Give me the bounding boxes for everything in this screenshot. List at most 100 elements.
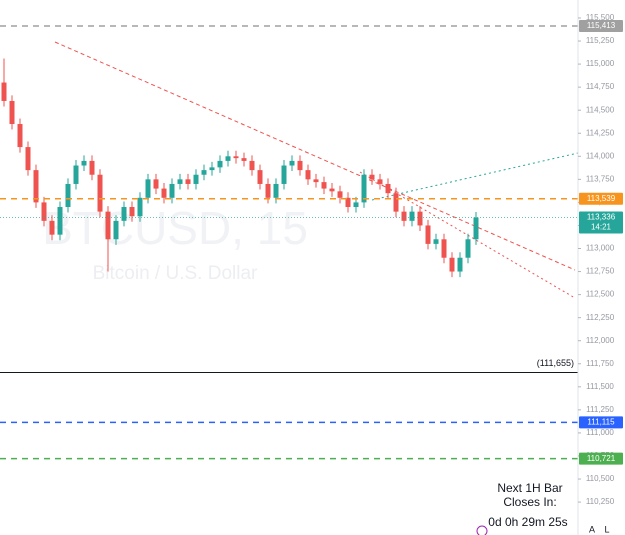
candle-body	[105, 211, 111, 240]
price-label: 110,721	[587, 454, 616, 463]
y-tick-label: 112,750	[586, 267, 615, 276]
candle-body	[49, 220, 55, 235]
candle-body	[233, 156, 239, 159]
candle-body	[385, 183, 391, 194]
candle-body	[393, 193, 399, 212]
y-tick-label: 114,500	[586, 105, 615, 114]
y-tick-label: 114,000	[586, 151, 615, 160]
candle-body	[129, 207, 135, 217]
y-tick-label: 115,250	[586, 36, 615, 45]
y-tick-label: 115,500	[586, 13, 615, 22]
candle-body	[177, 179, 183, 184]
candle-body	[473, 217, 479, 240]
candle-body	[457, 257, 463, 272]
y-tick-label: 115,000	[586, 59, 615, 68]
candle-body	[273, 183, 279, 198]
trend-line	[54, 41, 576, 271]
watermark-subtitle: Bitcoin / U.S. Dollar	[93, 263, 258, 284]
candle-body	[185, 179, 191, 184]
y-tick-label: 111,500	[586, 382, 614, 391]
candle-body	[73, 165, 79, 184]
candle-body	[169, 183, 175, 198]
candle-body	[153, 179, 159, 189]
price-label: 113,539	[587, 194, 616, 203]
candle-body	[81, 160, 87, 166]
countdown-title: Next 1H Bar	[497, 481, 562, 495]
candle-body	[161, 188, 167, 198]
y-tick-label: 111,750	[586, 359, 614, 368]
trend-line	[371, 152, 579, 201]
candle-body	[65, 183, 71, 208]
price-label: 115,413	[587, 21, 616, 30]
candle-body	[449, 257, 455, 272]
axis-button[interactable]: A	[589, 524, 595, 534]
candle-body	[465, 239, 471, 258]
candle-body	[361, 174, 367, 203]
last-price-box	[579, 211, 623, 234]
y-tick-label: 114,250	[586, 128, 615, 137]
candle-body	[249, 160, 255, 171]
candle-body	[97, 174, 103, 212]
countdown-label: 14:21	[591, 223, 612, 232]
candle-body	[313, 179, 319, 183]
candle-body	[225, 156, 231, 161]
countdown-time: 0d 0h 29m 25s	[488, 515, 567, 529]
candle-body	[305, 170, 311, 180]
candle-body	[321, 182, 327, 189]
candle-body	[401, 211, 407, 221]
candle-body	[1, 82, 7, 101]
candle-body	[265, 183, 271, 198]
y-tick-label: 114,750	[586, 82, 615, 91]
candle-body	[329, 188, 335, 192]
candle-body	[433, 239, 439, 244]
y-tick-label: 110,500	[586, 474, 615, 483]
candle-body	[369, 174, 375, 180]
candle-body	[17, 124, 23, 148]
price-label-box	[579, 416, 623, 429]
candle-body	[217, 160, 223, 168]
y-tick-label: 111,250	[586, 405, 614, 414]
candle-body	[113, 220, 119, 240]
candle-body	[257, 170, 263, 184]
candle-body	[209, 167, 215, 171]
candle-body	[281, 165, 287, 184]
candle-body	[9, 100, 15, 125]
alert-icon[interactable]	[476, 525, 488, 535]
candle-body	[417, 211, 423, 226]
candle-body	[89, 160, 95, 175]
y-tick-label: 113,000	[586, 244, 615, 253]
candle-body	[337, 191, 343, 198]
candle-body	[193, 174, 199, 184]
candle-body	[241, 158, 247, 161]
candle-body	[33, 170, 39, 203]
y-tick-label: 112,500	[586, 290, 615, 299]
price-label: (111,655)	[537, 358, 574, 368]
y-tick-label: 112,000	[586, 336, 615, 345]
last-price-label: 113,336	[587, 213, 616, 222]
candle-body	[441, 239, 447, 258]
candle-body	[57, 207, 63, 235]
y-tick-label: 110,250	[586, 497, 615, 506]
candle-body	[377, 179, 383, 184]
price-label-box	[579, 452, 623, 465]
candle-body	[25, 147, 31, 171]
price-label-box	[579, 20, 623, 33]
y-tick-label: 112,250	[586, 313, 615, 322]
axis-button[interactable]: L	[604, 524, 609, 534]
price-label: 111,115	[587, 417, 615, 426]
candle-body	[353, 202, 359, 208]
candle-body	[425, 225, 431, 244]
candle-body	[145, 179, 151, 198]
candle-body	[289, 160, 295, 166]
candle-body	[201, 170, 207, 175]
price-label-box	[579, 192, 623, 205]
candle-body	[297, 160, 303, 171]
candle-body	[137, 197, 143, 217]
candle-body	[121, 207, 127, 221]
y-tick-label: 113,750	[586, 174, 615, 183]
candle-body	[345, 197, 351, 208]
candle-body	[41, 202, 47, 221]
countdown-title: Closes In:	[503, 495, 556, 509]
